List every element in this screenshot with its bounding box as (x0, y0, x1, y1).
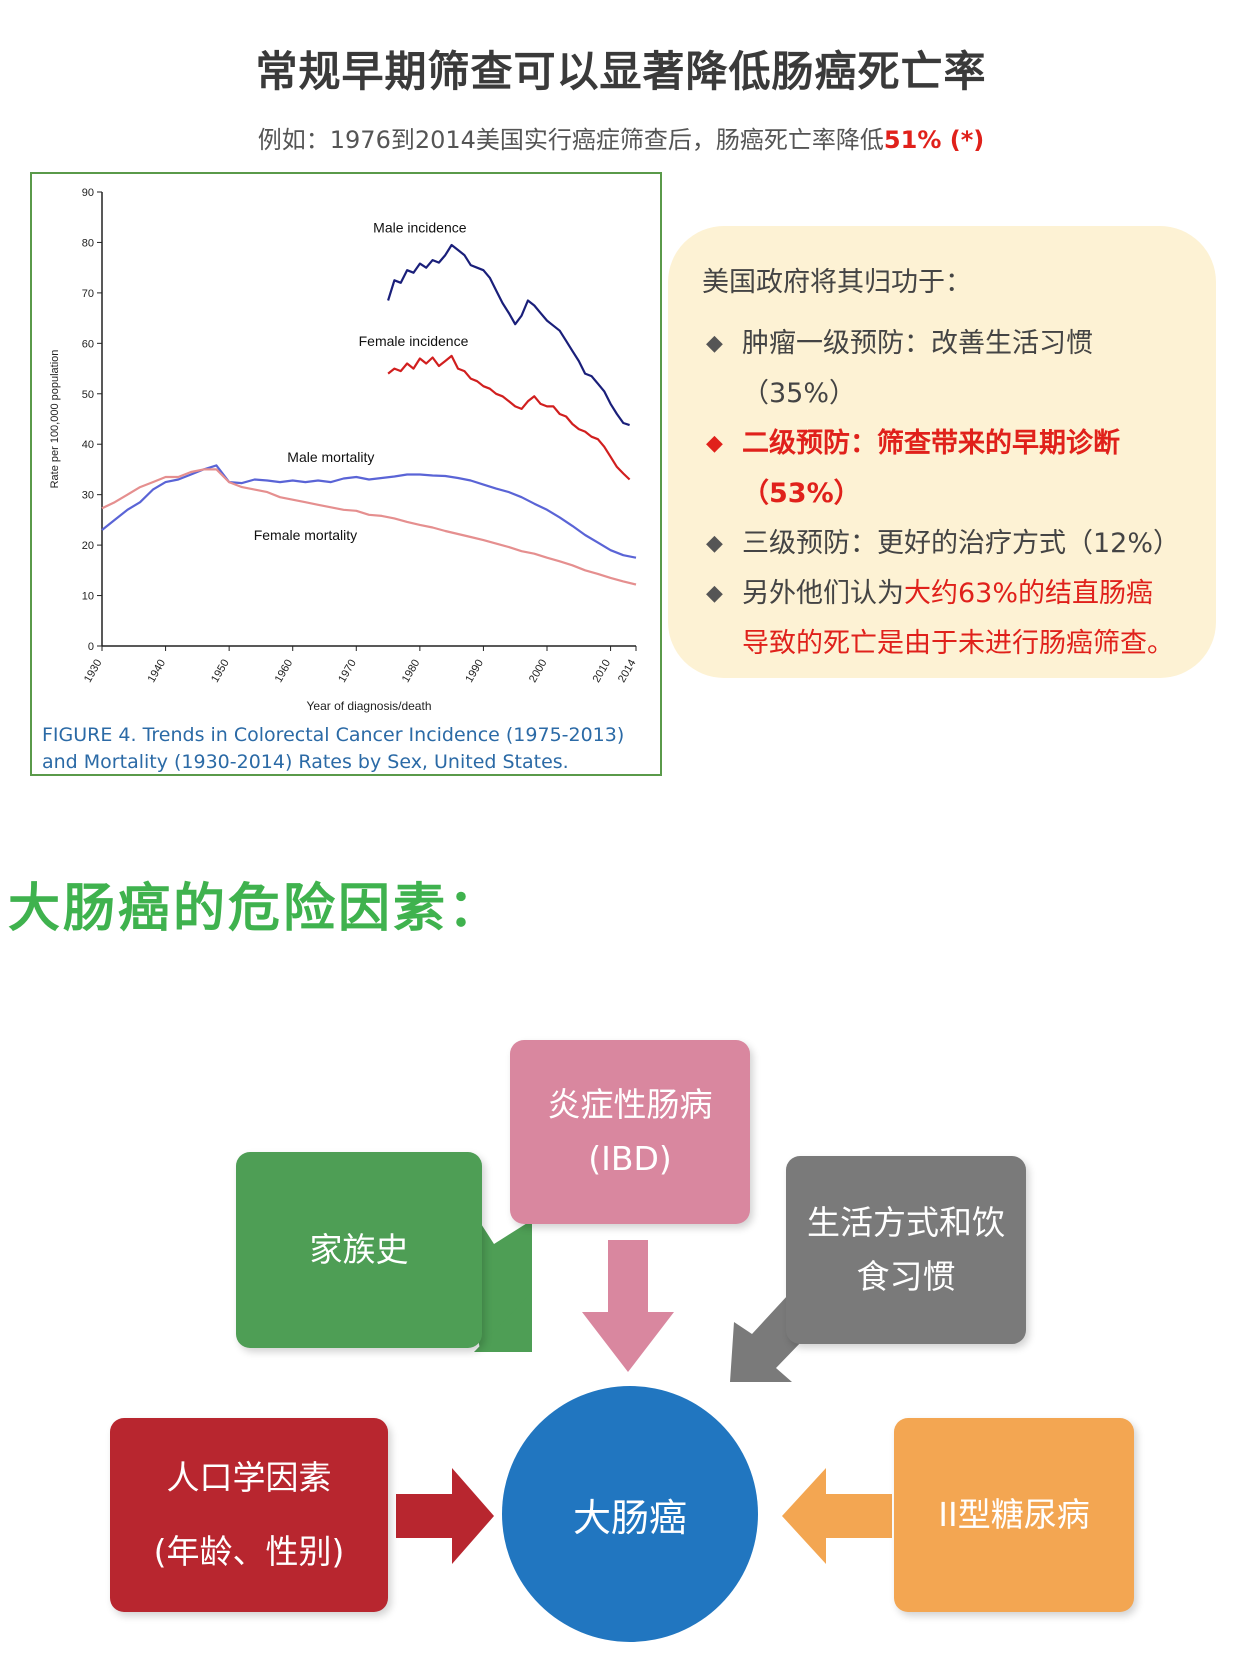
series-label: Male mortality (287, 449, 374, 465)
y-axis-label: Rate per 100,000 population (49, 350, 61, 489)
y-tick-label: 70 (82, 288, 94, 300)
note-item-secondary-text: 二级预防：筛查带来的早期诊断 (742, 428, 1120, 459)
x-tick-label: 2014 (616, 658, 639, 685)
x-tick-label: 1960 (273, 658, 296, 685)
note-item-tertiary-text: 三级预防：更好的治疗方式（12%） (742, 528, 1181, 559)
note-item-tertiary: ◆ 三级预防：更好的治疗方式（12%） (702, 519, 1216, 569)
x-tick-label: 1930 (82, 658, 105, 685)
y-tick-label: 90 (82, 187, 94, 199)
caption-line-2: and Mortality (1930-2014) Rates by Sex, … (42, 751, 569, 773)
x-tick-label: 2000 (527, 658, 550, 685)
colorectal-cancer-circle: 大肠癌 (502, 1386, 758, 1642)
series-line-female-incidence (387, 354, 631, 481)
demo-line2: (年龄、性别) (153, 1532, 345, 1571)
subtitle-text: 例如：1976到2014美国实行癌症筛查后，肠癌死亡率降低 (257, 126, 884, 154)
demo-line1: 人口学因素 (166, 1458, 332, 1497)
risk-factors-title: 大肠癌的危险因素： (8, 879, 504, 939)
diabetes-label: II型糖尿病 (938, 1495, 1090, 1534)
y-tick-label: 10 (82, 591, 94, 603)
family-history-box: 家族史 (236, 1152, 482, 1348)
x-tick-label: 1950 (209, 658, 232, 685)
chart-panel: 0 10 20 30 40 50 60 70 80 90 1930 1940 1950 1960 1970 1… (30, 172, 662, 776)
series-label: Female mortality (254, 527, 357, 543)
ibd-box: 炎症性肠病 (IBD) (510, 1040, 750, 1224)
y-tick-label: 60 (82, 338, 94, 350)
series-line-female-mortality (101, 468, 637, 586)
diamond-bullet-icon: ◆ (706, 431, 723, 456)
y-tick-label: 80 (82, 237, 94, 249)
y-tick-label: 30 (82, 490, 94, 502)
lifestyle-line1: 生活方式和饮 (807, 1203, 1005, 1242)
family-arrow-head (474, 1292, 532, 1352)
ibd-arrow-icon (582, 1240, 674, 1372)
y-tick-label: 0 (88, 641, 94, 653)
note-item-primary-text: 肿瘤一级预防：改善生活习惯 (742, 328, 1093, 359)
note-extra-red2: 导致的死亡是由于未进行肠癌筛查。 (742, 628, 1174, 659)
x-tick-label: 1980 (400, 658, 423, 685)
page-subtitle: 例如：1976到2014美国实行癌症筛查后，肠癌死亡率降低51% (*) (0, 120, 1242, 155)
x-tick-label: 1940 (146, 658, 169, 685)
x-tick-label: 1990 (463, 658, 486, 685)
note-item-extra: ◆ 另外他们认为大约63%的结直肠癌 导致的死亡是由于未进行肠癌筛查。 (702, 569, 1216, 669)
family-label: 家族史 (309, 1230, 409, 1269)
ibd-line2: (IBD) (588, 1139, 672, 1178)
note-extra-prefix: 另外他们认为 (742, 578, 904, 609)
series-line-male-mortality (101, 464, 637, 559)
y-tick-label: 40 (82, 439, 94, 451)
note-head: 美国政府将其归功于： (702, 267, 972, 298)
ibd-line1: 炎症性肠病 (547, 1085, 713, 1124)
note-item-secondary-pct: （53%） (742, 478, 861, 509)
x-tick-label: 1970 (336, 658, 359, 685)
lifestyle-box: 生活方式和饮 食习惯 (786, 1156, 1026, 1344)
diamond-bullet-icon: ◆ (706, 531, 723, 556)
center-label: 大肠癌 (572, 1495, 687, 1540)
diabetes-box: II型糖尿病 (894, 1418, 1134, 1612)
diamond-bullet-icon: ◆ (706, 331, 723, 356)
trend-chart: 0 10 20 30 40 50 60 70 80 90 1930 1940 1950 1960 1970 1… (49, 187, 639, 713)
note-item-primary-pct: （35%） (742, 378, 857, 409)
attribution-note: 美国政府将其归功于： ◆ 肿瘤一级预防：改善生活习惯 （35%） ◆ 二级预防：… (668, 226, 1216, 678)
note-item-secondary: ◆ 二级预防：筛查带来的早期诊断 （53%） (702, 419, 1216, 519)
x-tick-label: 2010 (591, 658, 614, 685)
diamond-bullet-icon: ◆ (706, 581, 723, 606)
risk-factor-diagram: 炎症性肠病 (IBD) 家族史 生活方式和饮 食习惯 人口学因素 (年龄、性别)… (0, 1020, 1242, 1678)
demographic-box: 人口学因素 (年龄、性别) (110, 1418, 388, 1612)
y-tick-label: 50 (82, 389, 94, 401)
series-label: Female incidence (359, 333, 469, 349)
subtitle-highlight: 51% (*) (883, 126, 985, 154)
note-item-extra-line1: 另外他们认为大约63%的结直肠癌 (742, 569, 1216, 619)
series-label: Male incidence (373, 219, 467, 235)
caption-line-1: FIGURE 4. Trends in Colorectal Cancer In… (42, 724, 625, 746)
demo-arrow-icon (396, 1468, 494, 1564)
y-tick-label: 20 (82, 540, 94, 552)
note-item-primary: ◆ 肿瘤一级预防：改善生活习惯 （35%） (702, 319, 1216, 419)
note-extra-red1: 大约63%的结直肠癌 (904, 578, 1154, 609)
page-title: 常规早期筛查可以显著降低肠癌死亡率 (255, 47, 987, 96)
series-line-male-incidence (387, 243, 630, 427)
chart-caption: FIGURE 4. Trends in Colorectal Cancer In… (42, 722, 662, 776)
lifestyle-line2: 食习惯 (856, 1257, 956, 1296)
diabetes-arrow-icon (782, 1468, 892, 1564)
x-axis-label: Year of diagnosis/death (307, 699, 432, 713)
